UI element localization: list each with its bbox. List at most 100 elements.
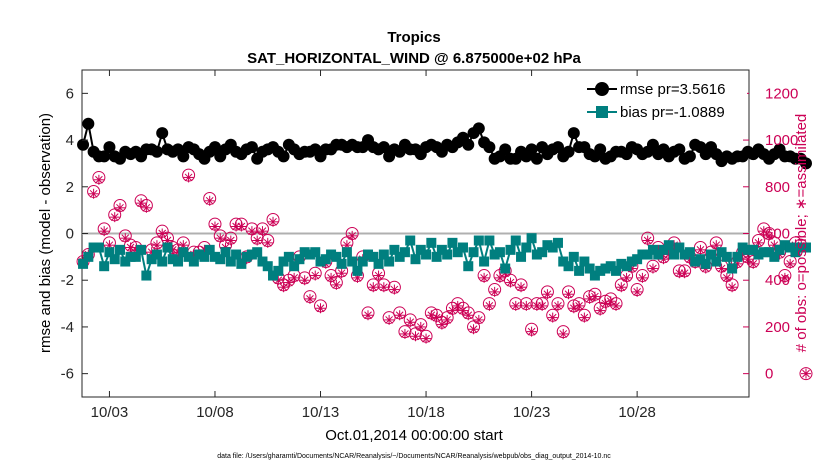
bias-point [173,256,184,267]
bias-point [426,237,437,248]
rmse-point [208,141,221,154]
legend-bias-label: bias pr=-1.0889 [620,104,725,121]
bias-point [795,242,806,253]
bias-point [758,247,769,258]
obs-assimilated-point [764,230,775,241]
bias-point [473,235,484,246]
bias-point [252,247,263,258]
obs-assimilated-point [204,195,215,206]
obs-assimilated-point [637,272,648,283]
obs-assimilated-point [336,268,347,279]
bias-point [500,263,511,274]
rmse-point [103,141,116,154]
bias-point [188,256,199,267]
bias-point [779,240,790,251]
bias-point [378,249,389,260]
bias-point [294,254,305,265]
bias-point [516,251,527,262]
bias-point [647,244,658,255]
chart-title: Tropics [387,29,440,46]
bias-point [352,265,363,276]
bias-point [742,244,753,255]
bias-point [674,242,685,253]
bias-point [299,247,310,258]
bias-point [130,251,141,262]
bias-point [579,256,590,267]
obs-assimilated-point [727,282,738,293]
left-y-axis-ticks: 6 4 2 0 -2 -4 -6 [61,85,88,383]
obs-assimilated-point [88,188,99,199]
bias-point [552,237,563,248]
obs-assimilated-point [378,282,389,293]
rmse-point [567,127,580,140]
rmse-point [150,145,163,158]
bias-point [231,249,242,260]
rmse-point [551,141,564,154]
rmse-point [177,150,190,163]
bias-point [521,242,532,253]
bias-point [215,254,226,265]
bias-point [774,244,785,255]
bias-point [563,261,574,272]
bias-point [167,254,178,265]
bias-point [225,256,236,267]
obs-assimilated-point [579,312,590,323]
bias-point [484,235,495,246]
obs-assimilated-point [394,310,405,321]
bias-point [463,261,474,272]
bias-point [204,244,215,255]
bias-point [621,261,632,272]
bias-point [489,249,500,260]
obs-assimilated-point [547,312,558,323]
bias-point [109,254,120,265]
bias-point [78,258,89,269]
obs-assimilated-point [384,314,395,325]
obs-assimilated-point [621,272,632,283]
bias-point [695,254,706,265]
bias-point [88,242,99,253]
obs-assimilated-point [93,174,104,185]
bias-point [183,251,194,262]
left-y-tick-label: -2 [61,272,74,289]
obs-assimilated-point [632,286,643,297]
obs-assimilated-point [721,272,732,283]
bias-point [679,249,690,260]
bias-point [600,263,611,274]
bias-point [505,244,516,255]
obs-assimilated-point [363,310,374,321]
bias-point [706,249,717,260]
obs-assimilated-point [331,279,342,290]
rmse-point [499,143,512,156]
obs-assimilated-point [347,230,358,241]
legend-rmse-label: rmse pr=3.5616 [620,81,725,98]
obs-assimilated-point [521,300,532,311]
bias-point [220,247,231,258]
legend-rmse-marker [595,82,609,96]
bias-point [421,249,432,260]
bias-point [199,251,210,262]
right-y-tick-label: 800 [765,179,790,196]
legend: rmse pr=3.5616 bias pr=-1.0889 [583,76,747,124]
bias-point [721,251,732,262]
obs-assimilated-point [326,272,337,283]
obs-assimilated-point [215,233,226,244]
bias-point [748,244,759,255]
obs-possible-point [799,367,813,381]
bias-point [405,235,416,246]
bias-point [262,261,273,272]
obs-assimilated-point [473,314,484,325]
obs-assimilated-point [114,202,125,213]
rmse-point [377,141,390,154]
bias-point [737,242,748,253]
bias-point [542,240,553,251]
obs-assimilated-point [642,235,653,246]
obs-assimilated-point [410,331,421,342]
obs-assimilated-point [236,221,247,232]
bias-point [389,244,400,255]
bias-point [764,247,775,258]
x-tick-label: 10/13 [302,404,340,421]
bias-point [690,256,701,267]
obs-assimilated-point [157,228,168,239]
bias-point [125,251,136,262]
rmse-point [799,157,812,170]
